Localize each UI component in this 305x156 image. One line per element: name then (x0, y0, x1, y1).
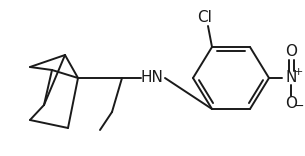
Text: HN: HN (141, 71, 163, 85)
Text: N: N (285, 71, 297, 85)
Text: Cl: Cl (198, 10, 213, 25)
Text: +: + (293, 67, 303, 77)
Text: O: O (285, 44, 297, 59)
Text: O: O (285, 97, 297, 112)
Text: −: − (294, 100, 304, 112)
